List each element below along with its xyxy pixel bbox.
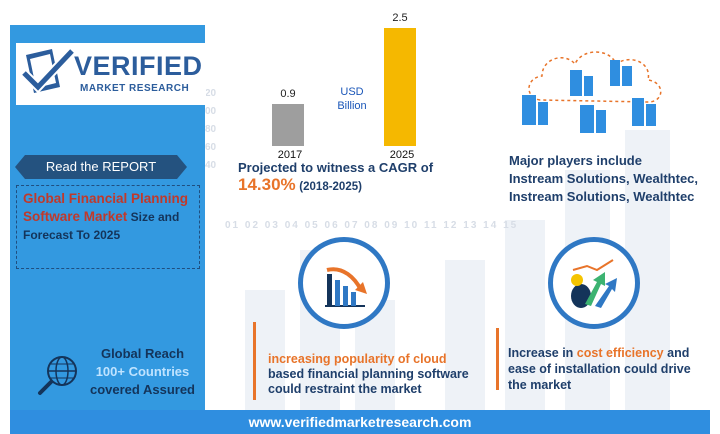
driver-circle (548, 237, 640, 329)
reach-line-1: Global Reach (100, 346, 185, 361)
cagr-lead: Projected to witness a CAGR of (238, 160, 434, 175)
report-title-box: Global Financial Planning Software Marke… (16, 185, 200, 269)
market-restraint: increasing popularity of cloud based fin… (268, 352, 493, 397)
bar-chart-down-icon (325, 267, 367, 307)
cagr-period: (2018-2025) (299, 181, 362, 193)
checkmark-document-icon (20, 47, 76, 94)
brand-name: VERIFIED (74, 51, 203, 81)
growth-arrows-icon (571, 259, 617, 308)
reach-line-3: covered Assured (89, 382, 195, 397)
restraint-divider (253, 322, 256, 400)
read-report-ribbon[interactable]: Read the REPORT (15, 155, 187, 179)
driver-text-1: Increase in (508, 346, 577, 360)
category-label-2025: 2025 (389, 149, 415, 161)
bar-2017 (272, 103, 304, 146)
global-reach: Global Reach 100+ Countries covered Assu… (80, 345, 205, 399)
category-label-2017: 2017 (277, 149, 303, 161)
driver-text-2: cost efficiency (576, 346, 664, 360)
major-players: Major players include Instream Solutions… (509, 153, 699, 204)
bar-2025 (384, 28, 416, 146)
restraint-text-1: increasing popularity of cloud (268, 352, 447, 366)
bar-value-2017: 0.9 (280, 87, 296, 100)
driver-text-3: and ease of installation could drive the… (508, 346, 691, 392)
brand-logo[interactable]: VERIFIED MARKET RESEARCH (16, 43, 206, 105)
globe-search-icon (38, 356, 77, 395)
market-size-chart: 0.9 2.5 USD Billion (260, 0, 430, 160)
footer-website[interactable]: www.verifiedmarketresearch.com (10, 410, 710, 434)
report-title-rest: Size and Forecast To 2025 (23, 210, 180, 242)
cloud-buildings-icon (522, 51, 662, 133)
bar-value-2025: 2.5 (392, 12, 408, 24)
driver-divider (496, 328, 499, 390)
restraint-circle (298, 237, 390, 329)
background-numbers: 01 02 03 04 05 06 07 08 09 10 11 12 13 1… (225, 220, 519, 231)
chart-unit-label: USD Billion (337, 86, 367, 112)
brand-tagline: MARKET RESEARCH (80, 83, 190, 94)
report-title: Global Financial Planning Software Marke… (23, 191, 189, 224)
restraint-text-2: based financial planning software could … (268, 367, 469, 396)
cagr-value: 14.30% (238, 175, 296, 194)
cagr-block: Projected to witness a CAGR of 14.30% (2… (238, 160, 478, 195)
reach-line-2: 100+ Countries (95, 364, 190, 379)
left-panel: VERIFIED MARKET RESEARCH Read the REPORT… (10, 25, 206, 410)
market-driver: Increase in cost efficiency and ease of … (508, 345, 708, 393)
